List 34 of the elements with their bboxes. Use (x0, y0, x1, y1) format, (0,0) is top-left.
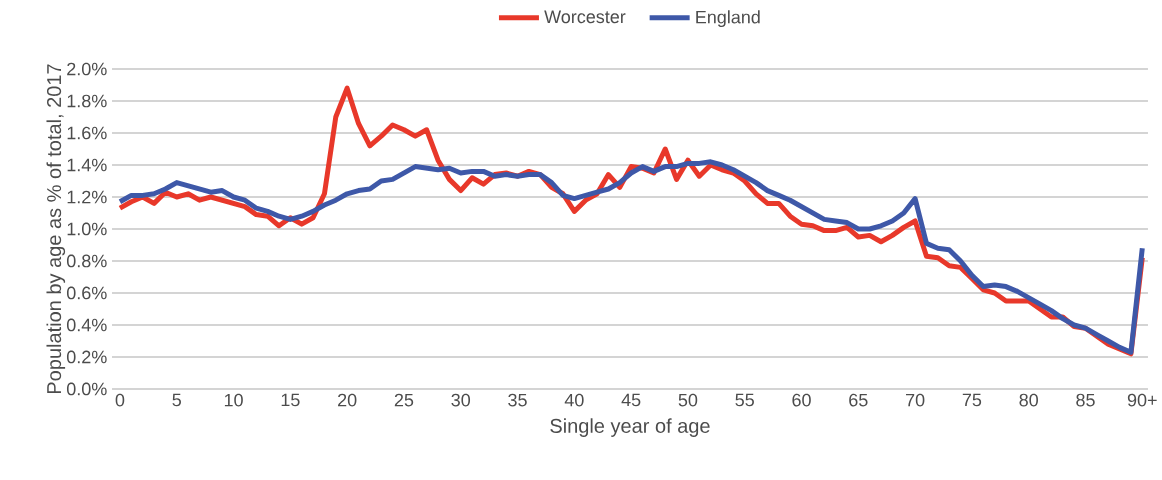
legend-label: England (696, 10, 760, 28)
x-axis-title: Single year of age (550, 418, 710, 437)
x-tick-label: 80 (1019, 393, 1038, 407)
x-tick-label: 50 (678, 393, 698, 407)
x-tick-label: 15 (281, 393, 300, 407)
y-tick-label: 1.4% (67, 158, 107, 172)
x-tick-label: 85 (1076, 393, 1095, 407)
x-tick-label: 45 (621, 393, 641, 407)
x-tick-label: 35 (508, 393, 527, 407)
y-tick-label: 0.2% (66, 350, 107, 364)
x-tick-label: 30 (451, 393, 471, 407)
x-tick-label: 75 (962, 393, 982, 407)
y-tick-label: 1.2% (67, 190, 107, 204)
y-axis-title: Population by age as % of total, 2017 (46, 64, 66, 394)
x-tick-label: 65 (849, 393, 868, 407)
y-tick-label: 1.6% (67, 126, 107, 140)
x-tick-label: 0 (115, 393, 125, 407)
y-tick-label: 0.8% (66, 254, 107, 268)
x-tick-label: 5 (172, 393, 182, 407)
y-tick-label: 0.0% (66, 382, 107, 396)
x-tick-label: 10 (224, 393, 243, 407)
x-tick-label: 20 (338, 393, 357, 407)
x-tick-label: 40 (564, 393, 584, 407)
x-tick-label: 70 (906, 393, 925, 407)
x-tick-label: 25 (394, 393, 414, 407)
y-tick-label: 1.8% (67, 94, 107, 108)
y-tick-label: 0.6% (66, 286, 107, 300)
x-tick-label: 90+ (1127, 393, 1157, 407)
x-tick-label: 55 (735, 393, 754, 407)
x-tick-label: 60 (792, 393, 811, 407)
legend-label: Worcester (544, 10, 626, 24)
y-tick-label: 2.0% (67, 62, 107, 76)
y-tick-label: 1.0% (67, 222, 107, 236)
y-tick-label: 0.4% (66, 318, 107, 332)
